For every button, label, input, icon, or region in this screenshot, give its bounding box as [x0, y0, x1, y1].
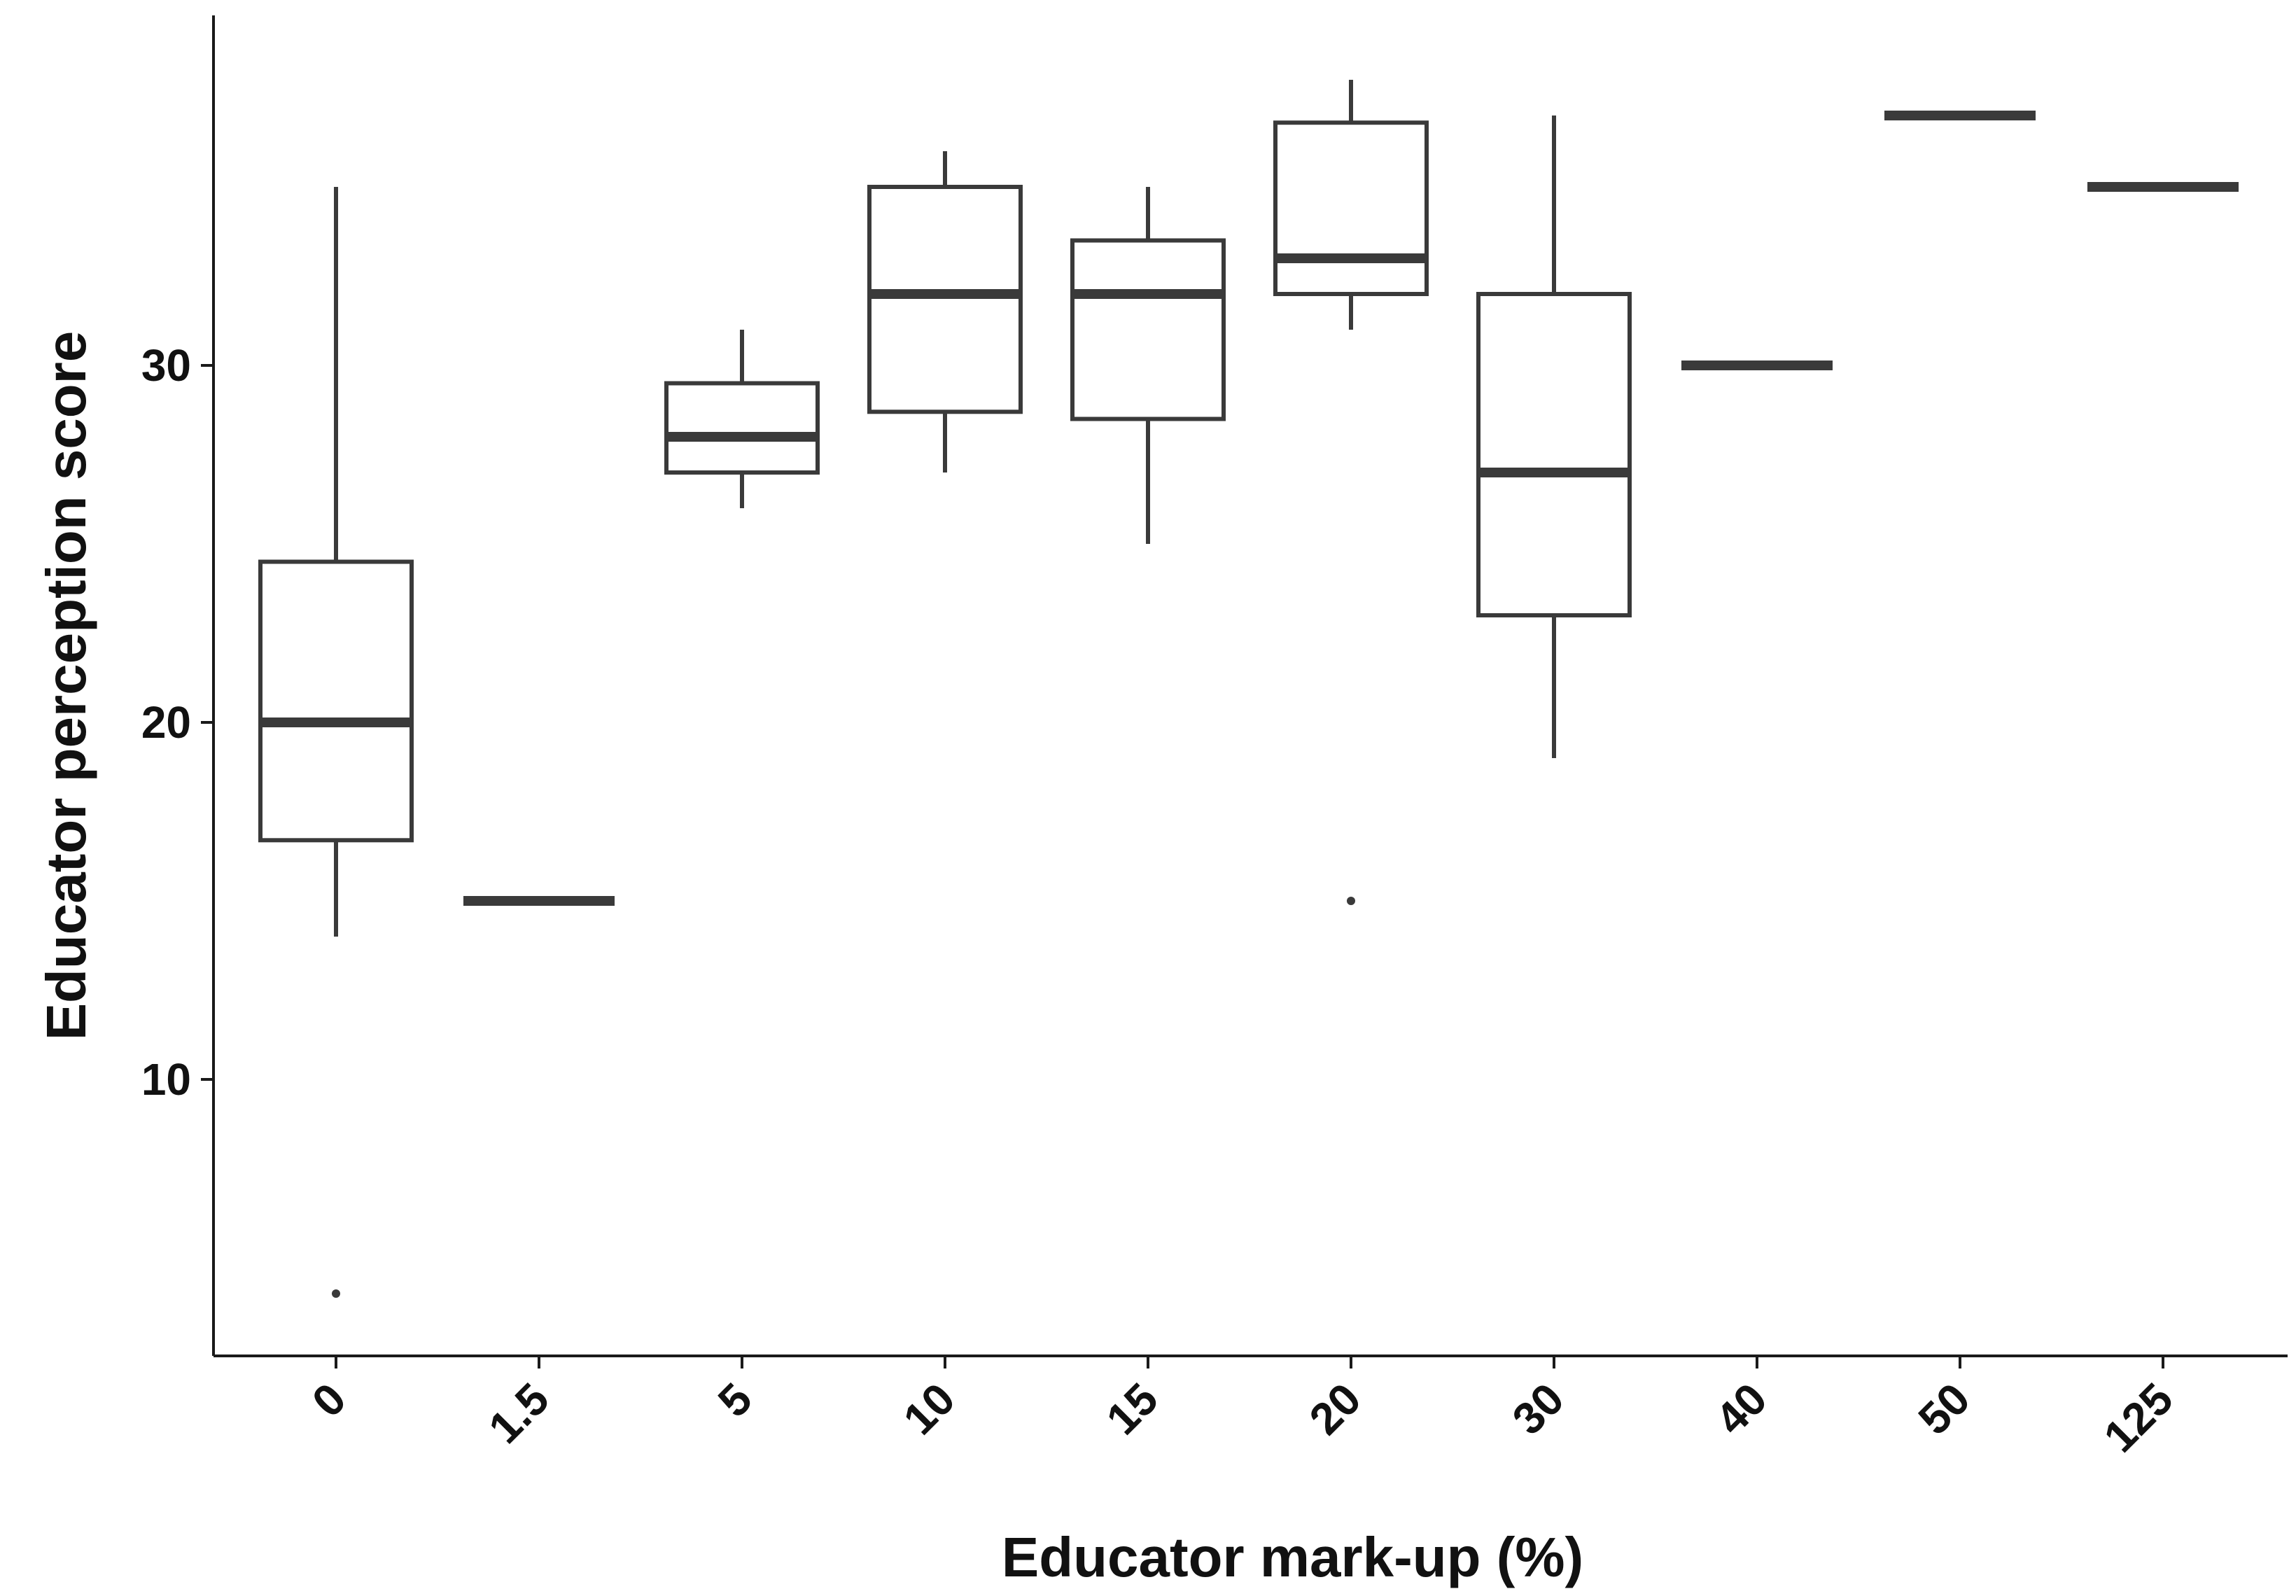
- box-10: [867, 151, 1023, 472]
- box-5: [664, 330, 820, 508]
- x-tick-label: 40: [1706, 1373, 1777, 1444]
- outlier-point: [332, 1289, 340, 1298]
- box-30: [1476, 115, 1632, 758]
- iqr-box: [1070, 238, 1226, 421]
- x-ticks: 0 1.5 5 10 15 20 30 40 50 125: [302, 1356, 2183, 1462]
- axes: [212, 15, 2288, 1357]
- iqr-box: [664, 381, 820, 475]
- x-tick-label: 20: [1300, 1373, 1371, 1444]
- x-tick-label: 1.5: [479, 1373, 559, 1453]
- x-tick-label: 0: [302, 1373, 356, 1427]
- y-tick-label: 10: [141, 1054, 191, 1105]
- x-tick-label: 30: [1503, 1373, 1574, 1444]
- x-tick-label: 50: [1909, 1373, 1980, 1444]
- y-tick-label: 20: [141, 697, 191, 748]
- boxes: [258, 80, 2239, 1298]
- outlier-point: [1347, 897, 1355, 905]
- x-tick-label: 5: [708, 1373, 762, 1427]
- iqr-box: [1476, 292, 1632, 617]
- iqr-box: [258, 559, 414, 843]
- box-20: [1273, 80, 1429, 905]
- box-0: [258, 187, 414, 1298]
- iqr-box: [867, 185, 1023, 414]
- y-tick-label: 30: [141, 340, 191, 391]
- y-axis-title: Educator perception score: [35, 331, 97, 1041]
- iqr-box: [1273, 120, 1429, 296]
- x-tick-label: 15: [1097, 1373, 1168, 1444]
- box-15: [1070, 187, 1226, 544]
- x-tick-label: 10: [894, 1373, 965, 1444]
- y-ticks: 10 20 30: [141, 340, 214, 1105]
- x-tick-label: 125: [2094, 1373, 2182, 1462]
- x-axis-title: Educator mark-up (%): [1002, 1526, 1583, 1588]
